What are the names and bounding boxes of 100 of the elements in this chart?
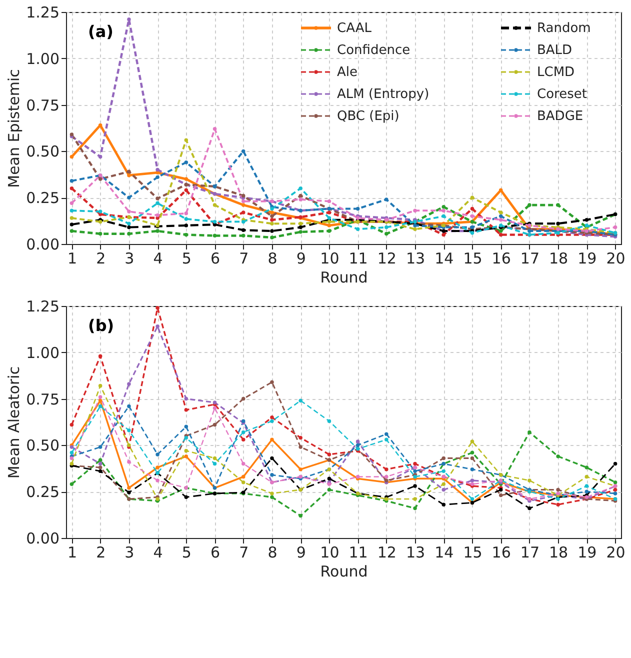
point — [184, 424, 188, 429]
point — [70, 186, 74, 190]
legend-label: Ale — [337, 65, 358, 80]
legend-label: LCMD — [537, 65, 575, 80]
x-tick-label: 8 — [268, 544, 278, 562]
point — [270, 222, 274, 226]
point — [127, 210, 131, 214]
x-tick-label: 19 — [578, 544, 597, 562]
x-tick-label: 20 — [606, 544, 626, 562]
point — [212, 220, 217, 224]
y-tick-label: 0.75 — [26, 96, 60, 114]
point — [298, 198, 302, 202]
y-tick-label: 0.50 — [26, 142, 60, 161]
point — [212, 456, 217, 460]
point — [98, 469, 102, 474]
x-tick-label: 18 — [549, 544, 568, 562]
y-axis-title: Mean Aleatoric — [5, 366, 24, 479]
y-axis-title: Mean Epistemic — [5, 69, 24, 188]
x-tick-label: 16 — [492, 250, 511, 268]
point — [556, 203, 560, 207]
point — [156, 196, 160, 200]
point — [298, 398, 302, 403]
point — [413, 506, 417, 510]
point — [384, 232, 388, 236]
point — [413, 469, 417, 474]
point — [613, 488, 618, 492]
point — [212, 234, 217, 238]
x-tick-label: 14 — [434, 544, 454, 562]
point — [470, 196, 474, 200]
point — [270, 438, 274, 442]
point — [98, 354, 102, 358]
point — [70, 208, 74, 212]
point — [298, 194, 302, 198]
legend-label: Confidence — [337, 43, 410, 58]
legend-label: ALM (Entropy) — [337, 87, 430, 102]
x-tick-label: 13 — [406, 544, 426, 562]
y-tick-label: 0.25 — [26, 483, 60, 502]
x-tick-label: 15 — [463, 544, 482, 562]
point — [327, 224, 332, 228]
point — [242, 199, 246, 204]
point — [413, 227, 417, 232]
point — [98, 404, 102, 408]
legend-label: BADGE — [537, 109, 584, 124]
point — [470, 456, 474, 460]
point — [298, 445, 302, 449]
point — [470, 214, 474, 218]
point — [327, 488, 332, 492]
point — [127, 486, 131, 490]
point — [184, 495, 188, 500]
x-tick-label: 13 — [406, 250, 426, 268]
y-tick-label: 0.25 — [26, 189, 60, 208]
point — [413, 462, 417, 466]
point — [127, 222, 131, 226]
point — [184, 177, 188, 181]
legend-label: CAAL — [337, 21, 372, 36]
x-tick-label: 1 — [67, 250, 77, 268]
point — [127, 490, 131, 494]
y-tick-label: 0.00 — [26, 236, 60, 254]
x-tick-label: 17 — [520, 544, 540, 562]
point — [242, 480, 246, 484]
point — [70, 482, 74, 486]
point — [127, 196, 131, 200]
point — [184, 160, 188, 164]
point — [298, 222, 302, 226]
x-axis-title: Round — [320, 268, 368, 286]
point — [184, 448, 188, 453]
point — [98, 466, 102, 470]
point — [356, 443, 360, 448]
point — [184, 232, 188, 237]
point — [498, 493, 503, 498]
point — [98, 462, 102, 466]
point — [498, 229, 503, 233]
point — [156, 229, 160, 233]
point — [156, 324, 160, 328]
point — [212, 127, 217, 131]
point — [384, 438, 388, 442]
point — [442, 214, 446, 218]
point — [298, 225, 302, 230]
point — [156, 466, 160, 470]
point — [270, 218, 274, 222]
point — [270, 419, 274, 423]
point — [127, 382, 131, 386]
point — [127, 404, 131, 408]
point — [98, 398, 102, 403]
point — [184, 224, 188, 228]
point — [498, 232, 503, 237]
y-tick-label: 0.50 — [26, 436, 60, 455]
point — [442, 469, 446, 474]
point — [298, 467, 302, 472]
y-tick-label: 1.00 — [26, 344, 60, 362]
point — [70, 229, 74, 233]
x-axis-title: Round — [320, 562, 368, 580]
point — [184, 408, 188, 412]
point — [270, 492, 274, 496]
annotation: (a) — [88, 22, 114, 41]
point — [156, 306, 160, 310]
x-tick-label: 6 — [210, 250, 220, 268]
point — [70, 422, 74, 427]
point — [584, 474, 589, 479]
x-tick-label: 11 — [348, 250, 368, 268]
